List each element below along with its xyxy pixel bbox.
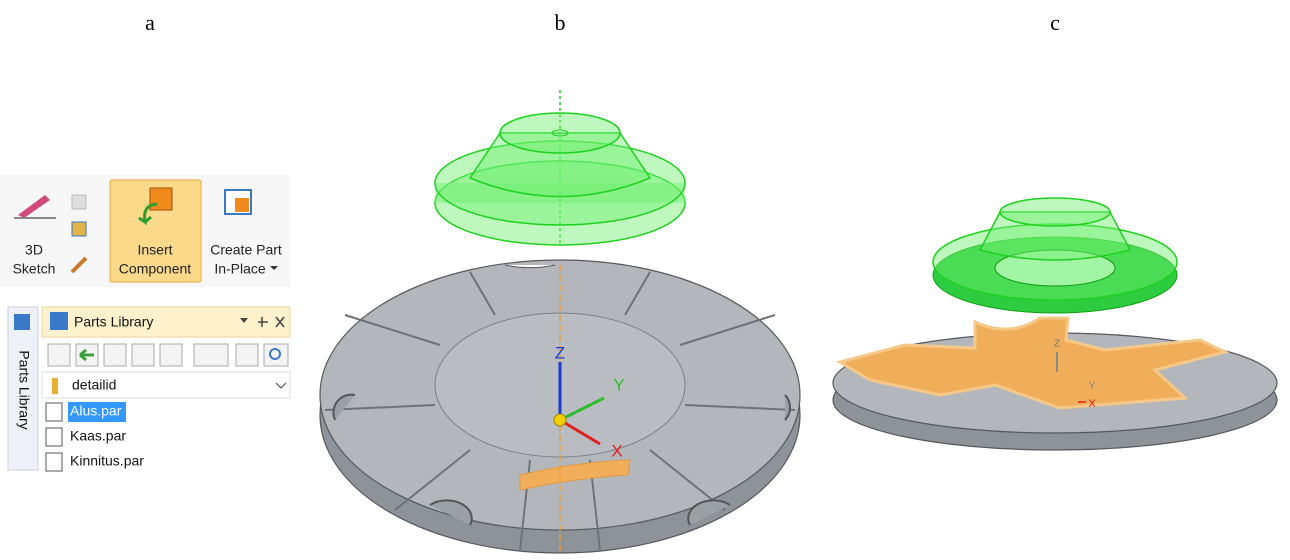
small-icon[interactable] — [72, 195, 86, 209]
origin — [554, 414, 566, 426]
insert-component-button[interactable]: Insert Component — [110, 180, 201, 282]
tool-button[interactable] — [194, 344, 228, 366]
button-label: In-Place — [214, 261, 266, 277]
button-label: Component — [119, 261, 191, 277]
tool-button[interactable] — [132, 344, 154, 366]
file-icon — [46, 403, 62, 421]
axis-label: Z — [555, 343, 565, 362]
part-cone-top — [1000, 198, 1110, 226]
side-tab-label: Parts Library — [16, 350, 32, 429]
figure: a b c 3D Sketch Insert Component Create … — [0, 0, 1290, 560]
parts-library: Parts Library Parts Library detailid Alu… — [8, 307, 290, 471]
small-icon[interactable] — [72, 222, 86, 236]
file-item[interactable]: Kaas.par — [70, 428, 126, 444]
tool-button[interactable] — [48, 344, 70, 366]
button-label: Sketch — [13, 261, 56, 277]
file-item[interactable]: Alus.par — [70, 403, 122, 419]
panel-label: a — [145, 10, 155, 35]
button-label: 3D — [25, 242, 43, 258]
icon — [150, 188, 172, 210]
file-icon — [46, 428, 62, 446]
axis-label: Y — [1088, 380, 1096, 392]
title-icon — [50, 312, 68, 330]
panel-label: c — [1050, 10, 1060, 35]
toolbar — [48, 344, 288, 366]
tool-button[interactable] — [236, 344, 258, 366]
file-item[interactable]: Kinnitus.par — [70, 453, 144, 469]
view-c: Z Y X — [833, 198, 1277, 450]
tool-button[interactable] — [104, 344, 126, 366]
button-label: Create Part — [210, 242, 282, 258]
button-label: Insert — [137, 242, 172, 258]
folder-name: detailid — [72, 377, 116, 393]
axis-label: Y — [613, 375, 624, 394]
ribbon: 3D Sketch Insert Component Create Part I… — [0, 175, 290, 287]
part-cone-top — [500, 113, 620, 153]
tool-button[interactable] — [264, 344, 288, 366]
view-b: Z Y X — [320, 90, 800, 555]
folder-icon — [52, 378, 58, 394]
axis-label: X — [1088, 398, 1096, 410]
axis-label: X — [611, 441, 622, 460]
axis-label: Z — [1054, 339, 1060, 350]
panel-title: Parts Library — [74, 314, 153, 330]
file-icon — [46, 453, 62, 471]
panel-label: b — [555, 10, 566, 35]
icon — [235, 198, 249, 212]
tab-icon — [14, 314, 30, 330]
tool-button[interactable] — [160, 344, 182, 366]
